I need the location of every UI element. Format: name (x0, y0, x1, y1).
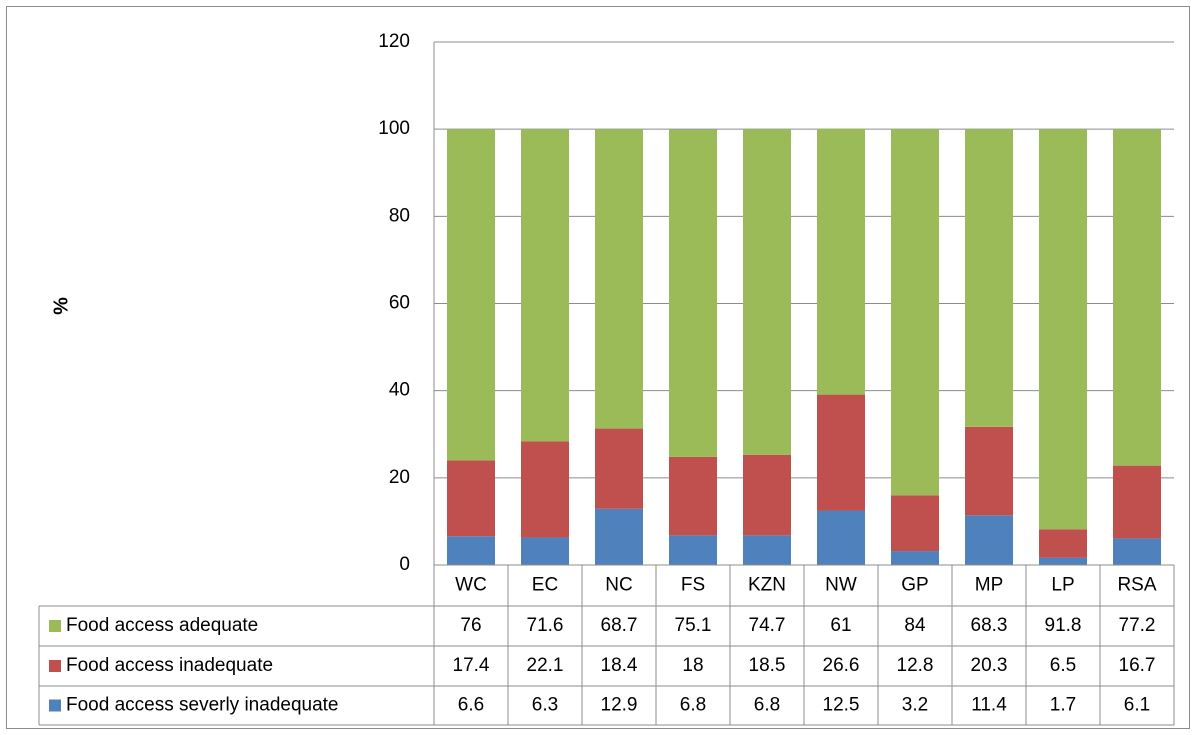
data-label: 6.1 (1124, 695, 1150, 716)
x-tick-label: WC (455, 575, 487, 596)
bar-wc-series-2 (447, 536, 495, 565)
data-label: 6.8 (680, 695, 706, 716)
x-tick-label: LP (1051, 575, 1074, 596)
data-label: 16.7 (1119, 655, 1156, 676)
legend-swatch (49, 660, 61, 672)
bar-rsa-series-2 (1113, 538, 1161, 565)
bar-rsa-series-1 (1113, 465, 1161, 539)
x-tick-label: MP (975, 575, 1004, 596)
data-label: 12.9 (601, 695, 638, 716)
legend-swatch (49, 699, 61, 712)
x-tick-label: EC (532, 575, 558, 596)
data-label: 6.8 (754, 695, 780, 716)
x-tick-label: NW (825, 575, 857, 596)
bar-gp-series-2 (891, 551, 939, 565)
legend-label: Food access severly inadequate (66, 695, 339, 716)
data-label: 77.2 (1119, 615, 1156, 636)
bar-nc-series-1 (595, 428, 643, 509)
bar-fs-series-0 (669, 129, 717, 457)
bar-gp-series-1 (891, 495, 939, 552)
y-tick-label: 0 (399, 554, 410, 575)
bar-ec-series-2 (521, 537, 569, 565)
y-tick-label: 40 (389, 380, 410, 401)
bar-gp-series-0 (891, 129, 939, 496)
data-label: 74.7 (749, 615, 786, 636)
y-tick-label: 60 (389, 293, 410, 314)
bar-nc-series-0 (595, 129, 643, 429)
x-tick-label: FS (681, 575, 705, 596)
data-label: 6.5 (1050, 655, 1076, 676)
data-label: 68.7 (601, 615, 638, 636)
bar-mp-series-0 (965, 129, 1013, 427)
data-label: 6.6 (458, 695, 484, 716)
bars (447, 128, 1161, 565)
bar-lp-series-2 (1039, 557, 1087, 565)
data-label: 91.8 (1045, 615, 1082, 636)
data-label: 18.4 (601, 655, 638, 676)
legend-swatch (49, 620, 61, 632)
legend-label: Food access adequate (66, 615, 258, 636)
bar-mp-series-1 (965, 426, 1013, 516)
bar-wc-series-0 (447, 129, 495, 461)
y-tick-label: 120 (378, 31, 410, 52)
bar-wc-series-1 (447, 460, 495, 537)
x-tick-label: NC (605, 575, 632, 596)
data-label: 75.1 (675, 615, 712, 636)
data-label: 12.8 (897, 655, 934, 676)
data-table: WC EC NC FS KZN NW GP MP LP RSA Food access adequa… (38, 564, 1175, 726)
data-label: 84 (904, 615, 926, 636)
data-label: 26.6 (823, 655, 860, 676)
data-label: 1.7 (1050, 695, 1076, 716)
data-label: 68.3 (971, 615, 1008, 636)
data-label: 12.5 (823, 695, 860, 716)
y-tick-label: 20 (389, 467, 410, 488)
data-label: 3.2 (902, 695, 928, 716)
bar-fs-series-1 (669, 456, 717, 536)
bar-mp-series-2 (965, 515, 1013, 565)
data-label: 6.3 (532, 695, 558, 716)
bar-kzn-series-1 (743, 454, 791, 536)
bar-fs-series-2 (669, 535, 717, 565)
x-tick-label: KZN (748, 575, 786, 596)
data-label: 22.1 (527, 655, 564, 676)
bar-nw-series-2 (817, 510, 865, 565)
y-axis-ticks: 0 20 40 60 80 100 120 (378, 31, 410, 575)
data-label: 61 (830, 615, 851, 636)
bar-lp-series-0 (1039, 129, 1087, 530)
bar-nw-series-0 (817, 128, 865, 395)
data-label: 18.5 (749, 655, 786, 676)
bar-ec-series-0 (521, 129, 569, 442)
bar-ec-series-1 (521, 441, 569, 538)
data-label: 76 (460, 615, 481, 636)
y-tick-label: 100 (378, 118, 410, 139)
bar-nw-series-1 (817, 394, 865, 511)
x-tick-label: GP (901, 575, 928, 596)
data-label: 71.6 (527, 615, 564, 636)
bar-kzn-series-2 (743, 535, 791, 565)
data-label: 17.4 (453, 655, 490, 676)
data-label: 11.4 (971, 695, 1007, 716)
bar-kzn-series-0 (743, 129, 791, 455)
data-label: 18 (682, 655, 703, 676)
legend-label: Food access inadequate (66, 655, 273, 676)
y-axis-label: % (50, 297, 72, 315)
data-label: 20.3 (971, 655, 1008, 676)
y-tick-label: 80 (389, 205, 410, 226)
bar-nc-series-2 (595, 508, 643, 565)
x-tick-label: RSA (1117, 575, 1156, 596)
bar-lp-series-1 (1039, 529, 1087, 558)
chart-frame (6, 6, 1190, 729)
bar-rsa-series-0 (1113, 129, 1161, 466)
